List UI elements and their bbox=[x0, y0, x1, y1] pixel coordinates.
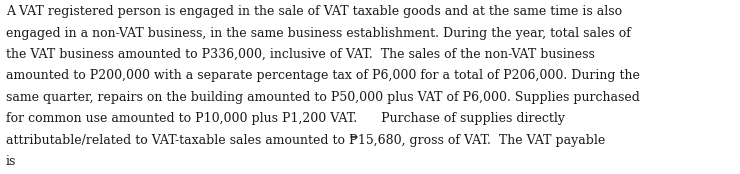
Text: for common use amounted to P10,000 plus P1,200 VAT.      Purchase of supplies di: for common use amounted to P10,000 plus … bbox=[6, 112, 565, 125]
Text: engaged in a non-VAT business, in the same business establishment. During the ye: engaged in a non-VAT business, in the sa… bbox=[6, 27, 630, 40]
Text: A VAT registered person is engaged in the sale of VAT taxable goods and at the s: A VAT registered person is engaged in th… bbox=[6, 5, 622, 18]
Text: the VAT business amounted to P336,000, inclusive of VAT.  The sales of the non-V: the VAT business amounted to P336,000, i… bbox=[6, 48, 595, 61]
Text: is: is bbox=[6, 155, 16, 168]
Text: same quarter, repairs on the building amounted to P50,000 plus VAT of P6,000. Su: same quarter, repairs on the building am… bbox=[6, 91, 640, 104]
Text: amounted to P200,000 with a separate percentage tax of P6,000 for a total of P20: amounted to P200,000 with a separate per… bbox=[6, 69, 640, 82]
Text: attributable/related to VAT-taxable sales amounted to ₱15,680, gross of VAT.  Th: attributable/related to VAT-taxable sale… bbox=[6, 134, 605, 147]
